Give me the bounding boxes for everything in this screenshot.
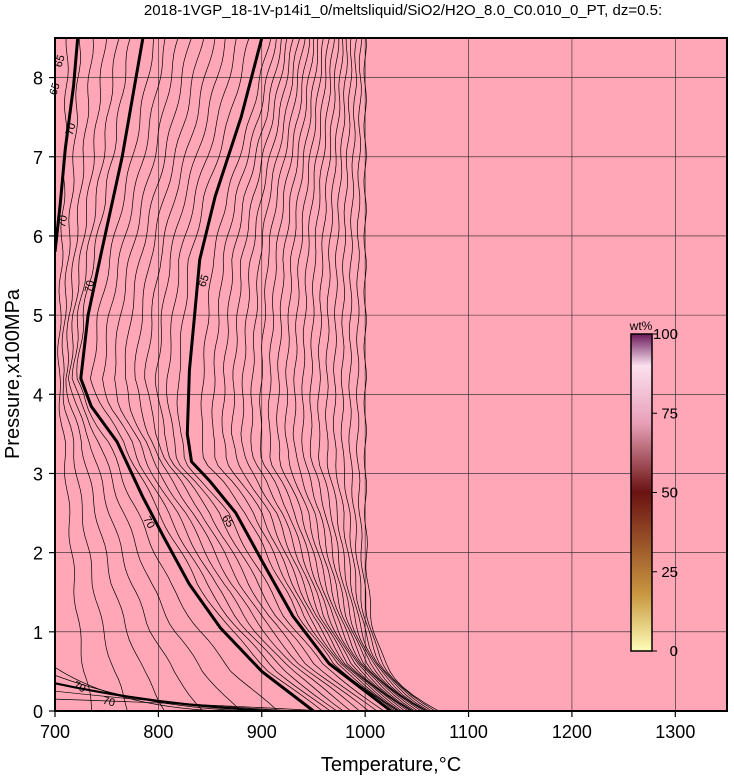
contour-line-thin <box>61 38 128 711</box>
colorbar-gradient <box>630 333 653 652</box>
contour-line-thin <box>348 38 432 711</box>
contour-line-thin <box>76 38 279 711</box>
x-tick-label: 1000 <box>345 722 385 742</box>
contour-line-thin <box>211 38 398 711</box>
contour-line-65 <box>185 38 392 711</box>
contour-line-70 <box>55 38 80 252</box>
contour-line-thin <box>356 38 436 711</box>
contour-line-thin <box>267 38 411 711</box>
contour-line-thin <box>71 38 242 711</box>
x-tick-label: 700 <box>40 722 70 742</box>
y-tick-label: 0 <box>33 702 43 722</box>
colorbar: wt% 0 25 50 75 100 <box>629 319 678 660</box>
x-tick-label: 900 <box>247 722 277 742</box>
contour-line-thin <box>317 38 425 711</box>
y-tick-label: 6 <box>33 227 43 247</box>
x-axis-label: Temperature,°C <box>321 754 461 776</box>
x-tick-label: 800 <box>143 722 173 742</box>
contour-label-65: 65 <box>196 273 211 289</box>
contour-line-thin <box>240 38 402 711</box>
contour-line-thin <box>55 698 324 711</box>
y-tick-label: 7 <box>33 148 43 168</box>
contour-line-thin <box>124 38 344 711</box>
contour-line-thin <box>154 38 370 711</box>
contour-line-thin <box>340 38 430 711</box>
y-axis-ticks: 0 1 2 3 4 5 6 7 8 <box>33 69 55 722</box>
x-axis-ticks: 700 800 900 1000 1100 1200 1300 <box>40 711 695 742</box>
x-tick-label: 1300 <box>655 722 695 742</box>
contour-line-thin <box>231 38 401 711</box>
contour-label-70: 70 <box>71 679 87 695</box>
thin-contour-lines <box>55 38 439 711</box>
contour-line-thin <box>55 667 221 711</box>
y-tick-label: 5 <box>33 306 43 326</box>
contour-line-thin <box>221 38 399 711</box>
contour-line-thin <box>114 38 338 711</box>
colorbar-tick-label: 100 <box>653 326 678 343</box>
contour-line-70 <box>79 38 315 711</box>
contour-line-thin <box>309 38 422 711</box>
contour-label-70: 70 <box>140 514 157 531</box>
contour-line-thin <box>65 38 165 711</box>
contour-label-70: 70 <box>83 279 97 293</box>
contour-line-thin <box>144 38 360 711</box>
colorbar-label: wt% <box>629 319 653 333</box>
contour-label-70: 70 <box>101 695 116 710</box>
plot-background <box>55 38 727 711</box>
plot-frame <box>54 37 728 712</box>
contour-line-thin <box>332 38 428 711</box>
contour-line-thin <box>166 38 378 711</box>
chart-title: 2018-1VGP_18-1V-p14i1_0/meltsliquid/SiO2… <box>144 2 662 19</box>
colorbar-tick-label: 50 <box>661 485 678 502</box>
contour-line-thin <box>90 38 323 711</box>
bold-contour-lines <box>55 38 392 711</box>
y-tick-label: 1 <box>33 623 43 643</box>
contour-label-65: 65 <box>219 513 236 530</box>
y-axis-label: Pressure,x100MPa <box>2 288 24 459</box>
colorbar-ticks: 0 25 50 75 100 <box>652 326 678 660</box>
contour-line-thin <box>200 38 396 711</box>
y-tick-label: 2 <box>33 544 43 564</box>
contour-line-thin <box>176 38 385 711</box>
contour-line-thin <box>276 38 413 711</box>
x-tick-label: 1200 <box>552 722 592 742</box>
contour-line-thin <box>102 38 331 711</box>
colorbar-tick-label: 25 <box>661 564 678 581</box>
contour-line-thin <box>301 38 419 711</box>
colorbar-tick-label: 75 <box>661 405 678 422</box>
y-tick-label: 3 <box>33 464 43 484</box>
contour-line-thin <box>259 38 409 711</box>
contour-line-thin <box>68 38 204 711</box>
colorbar-tick-label: 0 <box>670 643 678 660</box>
contour-line-thin <box>250 38 406 711</box>
contour-line-thin <box>134 38 351 711</box>
y-tick-label: 4 <box>33 385 43 405</box>
contour-labels: 65 65 70 70 70 65 70 65 70 70 <box>48 53 236 709</box>
contour-line-thin <box>284 38 414 711</box>
contour-label-70: 70 <box>56 214 70 228</box>
contour-label-65: 65 <box>53 53 68 68</box>
contour-label-70: 70 <box>64 122 79 137</box>
x-tick-label: 1100 <box>449 722 488 742</box>
contour-line-thin <box>325 38 427 711</box>
contour-line-thin <box>363 38 439 711</box>
contour-line-thin <box>292 38 416 711</box>
contour-line-thin <box>55 690 298 711</box>
y-tick-label: 8 <box>33 69 43 89</box>
